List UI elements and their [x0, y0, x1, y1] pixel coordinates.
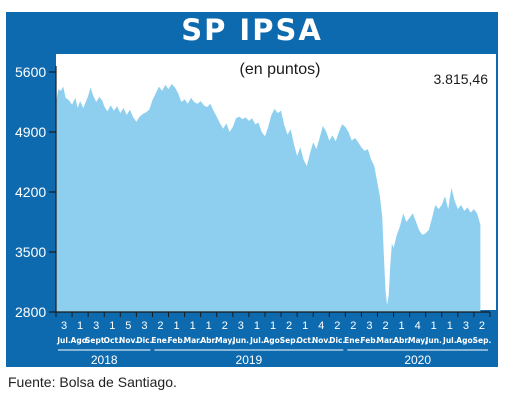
x-month-label: Ene.	[344, 336, 363, 345]
x-day-label: 3	[141, 320, 147, 332]
x-day-label: 3	[463, 320, 469, 332]
x-month-label: May.	[408, 336, 427, 345]
x-month-label: Mar.	[377, 336, 395, 345]
x-day-label: 1	[109, 320, 115, 332]
y-tick-label: 4900	[15, 124, 46, 140]
x-month-label: Jul.	[442, 336, 457, 345]
x-month-label: Oct.	[104, 336, 121, 345]
x-month-label: May.	[215, 336, 234, 345]
x-month-label: Nov.	[312, 336, 331, 345]
x-month-label: Dic.	[329, 336, 345, 345]
x-month-label: Jun.	[232, 336, 249, 345]
x-day-label: 1	[431, 320, 437, 332]
x-day-label: 2	[286, 320, 292, 332]
x-month-label: Jul.	[249, 336, 264, 345]
x-day-label: 1	[173, 320, 179, 332]
x-day-label: 3	[366, 320, 372, 332]
x-month-label: Sep.	[280, 336, 299, 345]
x-month-label: Jun.	[425, 336, 442, 345]
x-day-label: 2	[334, 320, 340, 332]
x-month-label: Oct.	[297, 336, 314, 345]
x-year-label: 2018	[91, 353, 118, 367]
x-day-label: 1	[447, 320, 453, 332]
x-month-label: Ago.	[71, 336, 90, 345]
x-month-label: Sept.	[85, 336, 107, 345]
source-note: Fuente: Bolsa de Santiago.	[8, 374, 177, 390]
chart-subtitle: (en puntos)	[240, 61, 321, 78]
x-day-label: 1	[77, 320, 83, 332]
x-day-label: 1	[190, 320, 196, 332]
x-year-label: 2019	[236, 353, 263, 367]
x-day-label: 1	[399, 320, 405, 332]
x-year-label: 2020	[404, 353, 431, 367]
x-day-label: 1	[206, 320, 212, 332]
x-month-label: Sep.	[473, 336, 492, 345]
x-day-label: 4	[318, 320, 324, 332]
ipsa-area-series	[56, 84, 481, 312]
x-day-label: 2	[350, 320, 356, 332]
x-day-label: 4	[415, 320, 421, 332]
x-day-label: 3	[238, 320, 244, 332]
x-month-label: Ene.	[151, 336, 170, 345]
x-month-label: Abr.	[393, 336, 410, 345]
x-day-label: 1	[270, 320, 276, 332]
last-value-label: 3.815,46	[434, 71, 489, 87]
x-month-label: Ago.	[456, 336, 475, 345]
chart-title: SP IPSA	[6, 12, 498, 48]
x-month-label: Abr.	[200, 336, 217, 345]
x-month-label: Mar.	[184, 336, 202, 345]
x-month-label: Nov.	[119, 336, 138, 345]
x-month-label: Feb.	[360, 336, 378, 345]
y-tick-label: 4200	[15, 184, 46, 200]
x-day-label: 2	[222, 320, 228, 332]
x-day-label: 1	[302, 320, 308, 332]
x-month-label: Ago.	[263, 336, 282, 345]
x-month-label: Jul.	[56, 336, 71, 345]
x-month-label: Feb.	[167, 336, 185, 345]
x-day-label: 2	[479, 320, 485, 332]
x-day-label: 2	[382, 320, 388, 332]
x-month-label: Dic.	[136, 336, 152, 345]
y-tick-label: 5600	[15, 64, 46, 80]
x-day-label: 2	[157, 320, 163, 332]
y-tick-label: 3500	[15, 244, 46, 260]
x-day-label: 1	[254, 320, 260, 332]
y-tick-label: 2800	[15, 304, 46, 320]
x-day-label: 3	[61, 320, 67, 332]
x-day-label: 3	[93, 320, 99, 332]
x-day-label: 5	[125, 320, 131, 332]
